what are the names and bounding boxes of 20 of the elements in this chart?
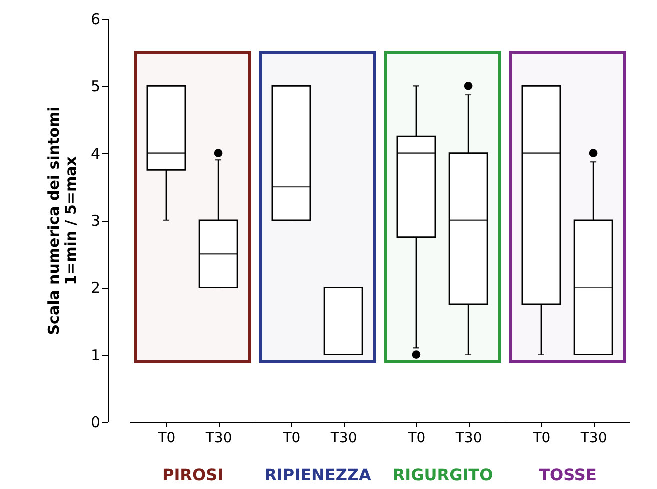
x-tick-label: T0 — [532, 430, 551, 446]
x-tick-label: T30 — [330, 430, 358, 446]
y-tick-label: 6 — [90, 10, 100, 28]
y-tick-label: 4 — [90, 144, 100, 163]
y-tick-label: 5 — [90, 78, 100, 96]
x-tick-label: T0 — [157, 430, 176, 446]
y-axis-title: Scala numerica dei sintomi 1=min / 5=max — [44, 106, 80, 336]
x-tick-label: T0 — [407, 430, 426, 446]
x-tick-label: T0 — [282, 430, 301, 446]
y-tick-label: 1 — [90, 346, 100, 364]
x-axis-title: PIROSI — [162, 466, 224, 484]
x-axis-title: RIGURGITO — [392, 466, 494, 484]
x-tick-label: T30 — [580, 430, 608, 446]
y-tick-label: 2 — [90, 279, 100, 298]
y-tick-label: 0 — [90, 414, 100, 432]
x-tick-label: T30 — [454, 430, 482, 446]
x-axis-title: RIPIENEZZA — [264, 466, 372, 484]
x-axis-title: TOSSE — [539, 466, 597, 484]
x-tick-label: T30 — [204, 430, 232, 446]
y-tick-label: 3 — [90, 212, 100, 230]
